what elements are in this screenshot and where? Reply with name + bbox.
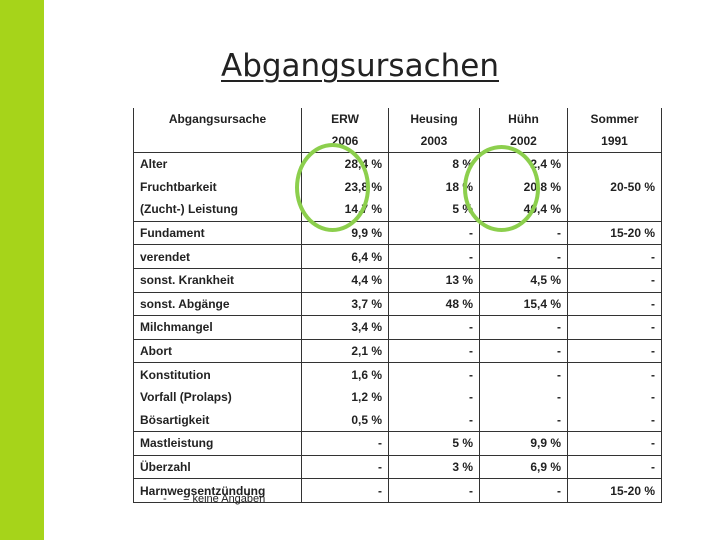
table-cell: 9,9 % <box>479 431 568 456</box>
table-cell: - <box>388 385 480 409</box>
table-header-row: Abgangsursache ERW Heusing Hühn Sommer <box>133 108 662 130</box>
table-cell: - <box>388 478 480 503</box>
table-cell: 2,1 % <box>301 338 389 363</box>
table-cell: - <box>301 454 389 479</box>
table-row: Vorfall (Prolaps) 1,2 % - - - <box>133 385 662 409</box>
row-label: Abort <box>133 338 302 363</box>
table-cell: 6,9 % <box>479 454 568 479</box>
column-header: Heusing <box>388 108 480 130</box>
highlight-circle-erw <box>295 143 370 232</box>
table-cell: - <box>388 315 480 340</box>
table-cell: - <box>479 315 568 340</box>
table-cell: 3,7 % <box>301 291 389 316</box>
table-cell: - <box>567 454 662 479</box>
slide-title: Abgangsursachen <box>221 48 499 84</box>
table-cell: - <box>388 408 480 432</box>
table-cell <box>567 152 662 176</box>
column-header: Sommer <box>567 108 662 130</box>
table-cell: 1,6 % <box>301 362 389 386</box>
table-row: Milchmangel 3,4 % - - - <box>133 315 662 340</box>
table-cell: - <box>479 244 568 269</box>
table-cell: - <box>567 338 662 363</box>
row-label: sonst. Abgänge <box>133 291 302 316</box>
table-row: sonst. Abgänge 3,7 % 48 % 15,4 % - <box>133 291 662 316</box>
table-row: Konstitution 1,6 % - - - <box>133 362 662 386</box>
row-label: (Zucht-) Leistung <box>133 198 302 222</box>
year-header: 1991 <box>567 130 662 153</box>
table-row: Überzahl -3 % 6,9 % - <box>133 454 662 479</box>
table-row: Bösartigkeit 0,5 % - - - <box>133 408 662 432</box>
table-row: Harnwegsentzündung - - -15-20 % <box>133 478 662 503</box>
table-cell: - <box>301 431 389 456</box>
table-cell: 1,2 % <box>301 385 389 409</box>
table-cell: - <box>479 362 568 386</box>
table-row: Mastleistung -5 % 9,9 % - <box>133 431 662 456</box>
table-row: sonst. Krankheit 4,4 % 13 % 4,5 % - <box>133 267 662 293</box>
table-cell: - <box>479 385 568 409</box>
row-label: Vorfall (Prolaps) <box>133 385 302 409</box>
table-row: Alter 28,4 % 8 % 2,4 % <box>133 152 662 176</box>
table-cell: - <box>388 220 480 245</box>
row-label: Fundament <box>133 220 302 245</box>
table-cell: - <box>567 431 662 456</box>
column-header: ERW <box>301 108 389 130</box>
table-cell: - <box>567 244 662 269</box>
table-row: verendet 6,4 % - - - <box>133 244 662 269</box>
table-cell: 0,5 % <box>301 408 389 432</box>
table-cell: - <box>567 267 662 293</box>
footnote-text: = keine Angaben <box>183 493 266 505</box>
row-label: Mastleistung <box>133 431 302 456</box>
table-cell: 15-20 % <box>567 478 662 503</box>
row-label: verendet <box>133 244 302 269</box>
table-row: Abort 2,1 % - - - <box>133 338 662 363</box>
column-header: Hühn <box>479 108 568 130</box>
table-cell: 5 % <box>388 431 480 456</box>
table-cell: 3 % <box>388 454 480 479</box>
table-cell: - <box>479 478 568 503</box>
table-cell: 13 % <box>388 267 480 293</box>
year-header: 2003 <box>388 130 480 153</box>
row-label: Harnwegsentzündung <box>133 478 302 503</box>
table-row: (Zucht-) Leistung 14,7 % 5 % 40,4 % <box>133 198 662 222</box>
row-label: sonst. Krankheit <box>133 267 302 293</box>
row-label: Milchmangel <box>133 315 302 340</box>
table-cell: 15-20 % <box>567 220 662 245</box>
table-cell: 48 % <box>388 291 480 316</box>
table-cell: - <box>567 362 662 386</box>
table-cell: - <box>388 362 480 386</box>
row-label: Überzahl <box>133 454 302 479</box>
table-cell <box>567 198 662 222</box>
table-cell: 3,4 % <box>301 315 389 340</box>
table-cell: - <box>479 338 568 363</box>
table-cell: 6,4 % <box>301 244 389 269</box>
table-cell: 4,4 % <box>301 267 389 293</box>
table-cell: - <box>301 478 389 503</box>
column-header: Abgangsursache <box>133 108 302 130</box>
footnote: - = keine Angaben <box>163 493 265 505</box>
table-cell: - <box>567 385 662 409</box>
row-label: Alter <box>133 152 302 176</box>
year-header <box>133 130 302 153</box>
table-row: Fundament 9,9 % - -15-20 % <box>133 220 662 245</box>
table-cell: - <box>567 315 662 340</box>
side-accent-bar <box>0 0 44 540</box>
table-cell: 20-50 % <box>567 175 662 199</box>
highlight-circle-huehn <box>463 145 540 232</box>
data-table: Abgangsursache ERW Heusing Hühn Sommer 2… <box>133 108 662 503</box>
row-label: Bösartigkeit <box>133 408 302 432</box>
table-cell: - <box>567 408 662 432</box>
table-cell: 15,4 % <box>479 291 568 316</box>
table-cell: 4,5 % <box>479 267 568 293</box>
table-cell: - <box>567 291 662 316</box>
table-cell: - <box>388 244 480 269</box>
row-label: Fruchtbarkeit <box>133 175 302 199</box>
footnote-dash: - <box>163 493 167 505</box>
table-cell: - <box>388 338 480 363</box>
table-cell: - <box>479 408 568 432</box>
row-label: Konstitution <box>133 362 302 386</box>
table-year-row: 2006 2003 2002 1991 <box>133 130 662 153</box>
table-row: Fruchtbarkeit 23,8 % 18 % 20,8 % 20-50 % <box>133 175 662 199</box>
